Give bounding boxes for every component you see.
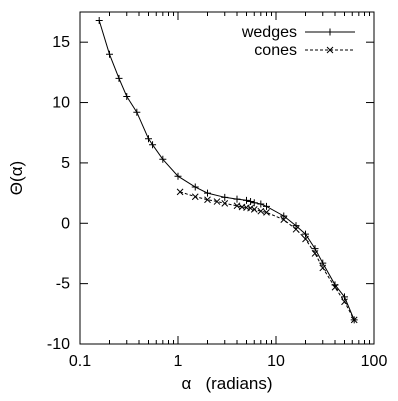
data-point-wedges bbox=[311, 245, 319, 253]
x-tick-label: 0.1 bbox=[69, 353, 91, 370]
data-point-wedges bbox=[133, 108, 141, 116]
data-point-wedges bbox=[115, 74, 123, 82]
data-point-cones bbox=[233, 202, 241, 210]
legend-marker-wedges bbox=[326, 28, 334, 36]
series-wedges bbox=[95, 16, 358, 324]
x-tick-label: 10 bbox=[267, 353, 285, 370]
data-point-cones bbox=[213, 198, 221, 205]
data-point-cones bbox=[280, 216, 288, 224]
data-point-cones bbox=[263, 209, 270, 216]
data-point-cones bbox=[250, 206, 258, 213]
data-point-cones bbox=[191, 193, 199, 201]
legend-marker-point bbox=[326, 28, 334, 36]
series-line-cones bbox=[179, 191, 355, 321]
data-point-cones bbox=[341, 298, 348, 306]
data-point-wedges bbox=[242, 196, 250, 204]
data-point-cones bbox=[221, 199, 229, 207]
data-point-wedges bbox=[247, 198, 255, 206]
data-point-cones bbox=[350, 316, 358, 324]
data-point-wedges bbox=[174, 172, 182, 180]
y-tick-label: 0 bbox=[61, 215, 70, 232]
x-tick-labels: 0.1 1 10 100 bbox=[69, 353, 388, 370]
data-point-cones bbox=[204, 196, 211, 204]
data-point-wedges bbox=[221, 193, 229, 201]
axis-ticks bbox=[79, 12, 375, 345]
y-tick-label: -5 bbox=[56, 276, 70, 293]
data-point-cones bbox=[176, 188, 184, 196]
x-axis-label: α (radians) bbox=[181, 374, 272, 393]
legend-marker-point bbox=[326, 46, 334, 54]
data-point-cones bbox=[257, 207, 265, 215]
y-tick-label: -10 bbox=[47, 336, 70, 353]
data-point-wedges bbox=[292, 222, 300, 230]
data-point-wedges bbox=[106, 50, 114, 58]
legend: wedges cones bbox=[241, 24, 355, 59]
y-tick-label: 15 bbox=[52, 34, 70, 51]
data-point-cones bbox=[247, 204, 254, 212]
series-layer bbox=[95, 16, 358, 324]
series-cones bbox=[176, 188, 358, 324]
y-tick-label: 5 bbox=[61, 155, 70, 172]
data-point-wedges bbox=[263, 202, 271, 210]
x-tick-label: 100 bbox=[361, 353, 388, 370]
data-point-wedges bbox=[204, 189, 212, 197]
series-line-wedges bbox=[98, 20, 355, 321]
data-point-wedges bbox=[149, 141, 157, 149]
y-tick-label: 10 bbox=[52, 95, 70, 112]
data-point-cones bbox=[331, 283, 339, 291]
data-point-wedges bbox=[340, 293, 348, 301]
data-point-wedges bbox=[95, 16, 103, 24]
plot-frame bbox=[79, 11, 375, 345]
y-axis-label: Θ(α) bbox=[7, 161, 26, 195]
data-point-wedges bbox=[123, 93, 131, 101]
legend-label-cones: cones bbox=[254, 42, 297, 59]
data-point-wedges bbox=[257, 200, 265, 208]
data-point-wedges bbox=[280, 212, 288, 220]
legend-marker-cones bbox=[326, 46, 334, 54]
data-point-wedges bbox=[191, 183, 199, 191]
legend-label-wedges: wedges bbox=[241, 24, 297, 41]
data-point-wedges bbox=[302, 230, 310, 238]
data-point-wedges bbox=[144, 135, 152, 143]
data-point-cones bbox=[302, 235, 309, 243]
x-tick-label: 1 bbox=[174, 353, 183, 370]
data-point-wedges bbox=[250, 199, 258, 207]
data-point-cones bbox=[292, 225, 300, 233]
y-tick-labels: 15 10 5 0 -5 -10 bbox=[47, 34, 70, 353]
data-point-cones bbox=[319, 264, 327, 272]
data-point-wedges bbox=[159, 155, 167, 163]
data-point-wedges bbox=[233, 195, 241, 203]
data-point-cones bbox=[311, 250, 319, 257]
